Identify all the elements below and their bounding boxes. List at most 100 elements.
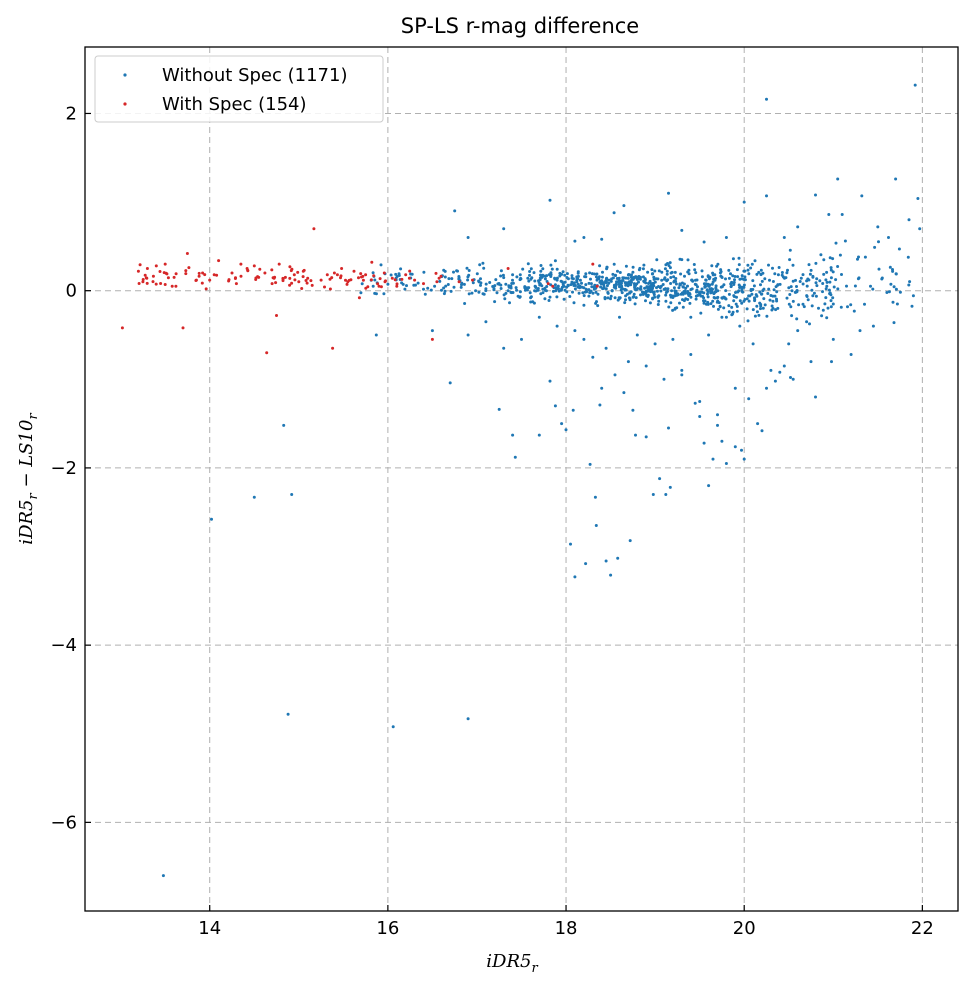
data-point	[742, 283, 746, 287]
data-point	[686, 292, 690, 296]
data-point	[306, 276, 310, 280]
data-point	[571, 290, 574, 294]
data-point	[819, 253, 823, 257]
data-point	[634, 296, 638, 300]
data-point	[894, 272, 898, 276]
data-point	[737, 283, 741, 287]
data-point	[580, 281, 583, 285]
data-point	[648, 279, 652, 283]
data-point	[598, 264, 602, 268]
data-point	[570, 274, 574, 278]
data-point	[233, 277, 237, 280]
data-point	[475, 272, 479, 276]
data-point	[704, 282, 708, 286]
data-point	[460, 281, 464, 285]
data-point	[757, 313, 761, 317]
data-point	[309, 279, 313, 283]
data-point	[709, 302, 713, 306]
data-point	[713, 277, 717, 281]
data-point	[555, 278, 559, 282]
data-point	[827, 213, 831, 216]
data-point	[626, 273, 630, 277]
data-point	[331, 346, 335, 350]
data-point	[832, 285, 836, 289]
data-point	[785, 271, 789, 275]
data-point	[573, 239, 577, 243]
data-point	[810, 304, 814, 308]
data-point	[151, 274, 155, 278]
data-point	[798, 280, 802, 283]
data-point	[815, 277, 819, 281]
data-point	[423, 292, 427, 296]
data-point	[571, 408, 575, 412]
data-point	[217, 259, 221, 263]
data-point	[270, 282, 274, 286]
data-point	[529, 267, 533, 271]
data-point	[393, 278, 397, 282]
data-point	[652, 293, 656, 297]
x-tick-label: 14	[198, 918, 221, 939]
data-point	[613, 273, 617, 277]
data-point	[828, 291, 832, 295]
data-point	[601, 287, 605, 291]
data-point	[773, 294, 777, 298]
data-point	[752, 284, 756, 288]
data-point	[553, 276, 557, 280]
data-point	[733, 278, 736, 282]
data-point	[741, 290, 745, 294]
data-point	[414, 283, 417, 287]
data-point	[479, 283, 482, 287]
legend-label-with-spec: With Spec (154)	[162, 94, 307, 115]
legend-marker-with-spec	[123, 102, 127, 106]
data-point	[628, 539, 632, 543]
data-point	[757, 270, 761, 274]
data-point	[753, 259, 757, 263]
data-point	[493, 300, 497, 304]
data-point	[210, 517, 213, 521]
data-point	[737, 256, 741, 260]
data-point	[808, 322, 811, 326]
data-point	[703, 285, 707, 289]
data-point	[296, 270, 300, 274]
data-point	[448, 381, 452, 385]
data-point	[661, 283, 665, 286]
chart-title: SP-LS r-mag difference	[401, 14, 639, 38]
data-point	[700, 275, 704, 279]
data-point	[184, 272, 188, 276]
data-point	[252, 264, 256, 268]
data-point	[704, 278, 708, 282]
data-point	[252, 495, 256, 499]
data-point	[755, 294, 759, 298]
data-point	[877, 240, 880, 244]
data-point	[745, 307, 749, 311]
data-point	[587, 288, 591, 292]
data-point	[181, 326, 185, 330]
data-point	[711, 457, 715, 461]
data-point	[785, 296, 789, 300]
data-point	[873, 245, 877, 249]
data-point	[477, 280, 481, 284]
data-point	[655, 286, 658, 290]
data-point	[689, 353, 693, 356]
data-point	[829, 266, 833, 270]
data-point	[611, 272, 615, 276]
data-point	[829, 299, 833, 303]
data-point	[578, 284, 582, 288]
data-point	[702, 301, 706, 305]
data-point	[727, 276, 731, 280]
data-point	[667, 426, 670, 430]
data-point	[782, 364, 786, 368]
data-point	[823, 302, 827, 306]
x-tick-label: 16	[376, 918, 399, 939]
data-point	[773, 379, 777, 383]
data-point	[163, 283, 167, 286]
data-point	[691, 279, 695, 283]
data-point	[246, 268, 250, 272]
data-point	[680, 228, 684, 232]
data-point	[839, 305, 843, 309]
data-point	[508, 301, 511, 305]
data-point	[825, 280, 829, 284]
data-point	[556, 284, 560, 288]
data-point	[672, 275, 676, 279]
